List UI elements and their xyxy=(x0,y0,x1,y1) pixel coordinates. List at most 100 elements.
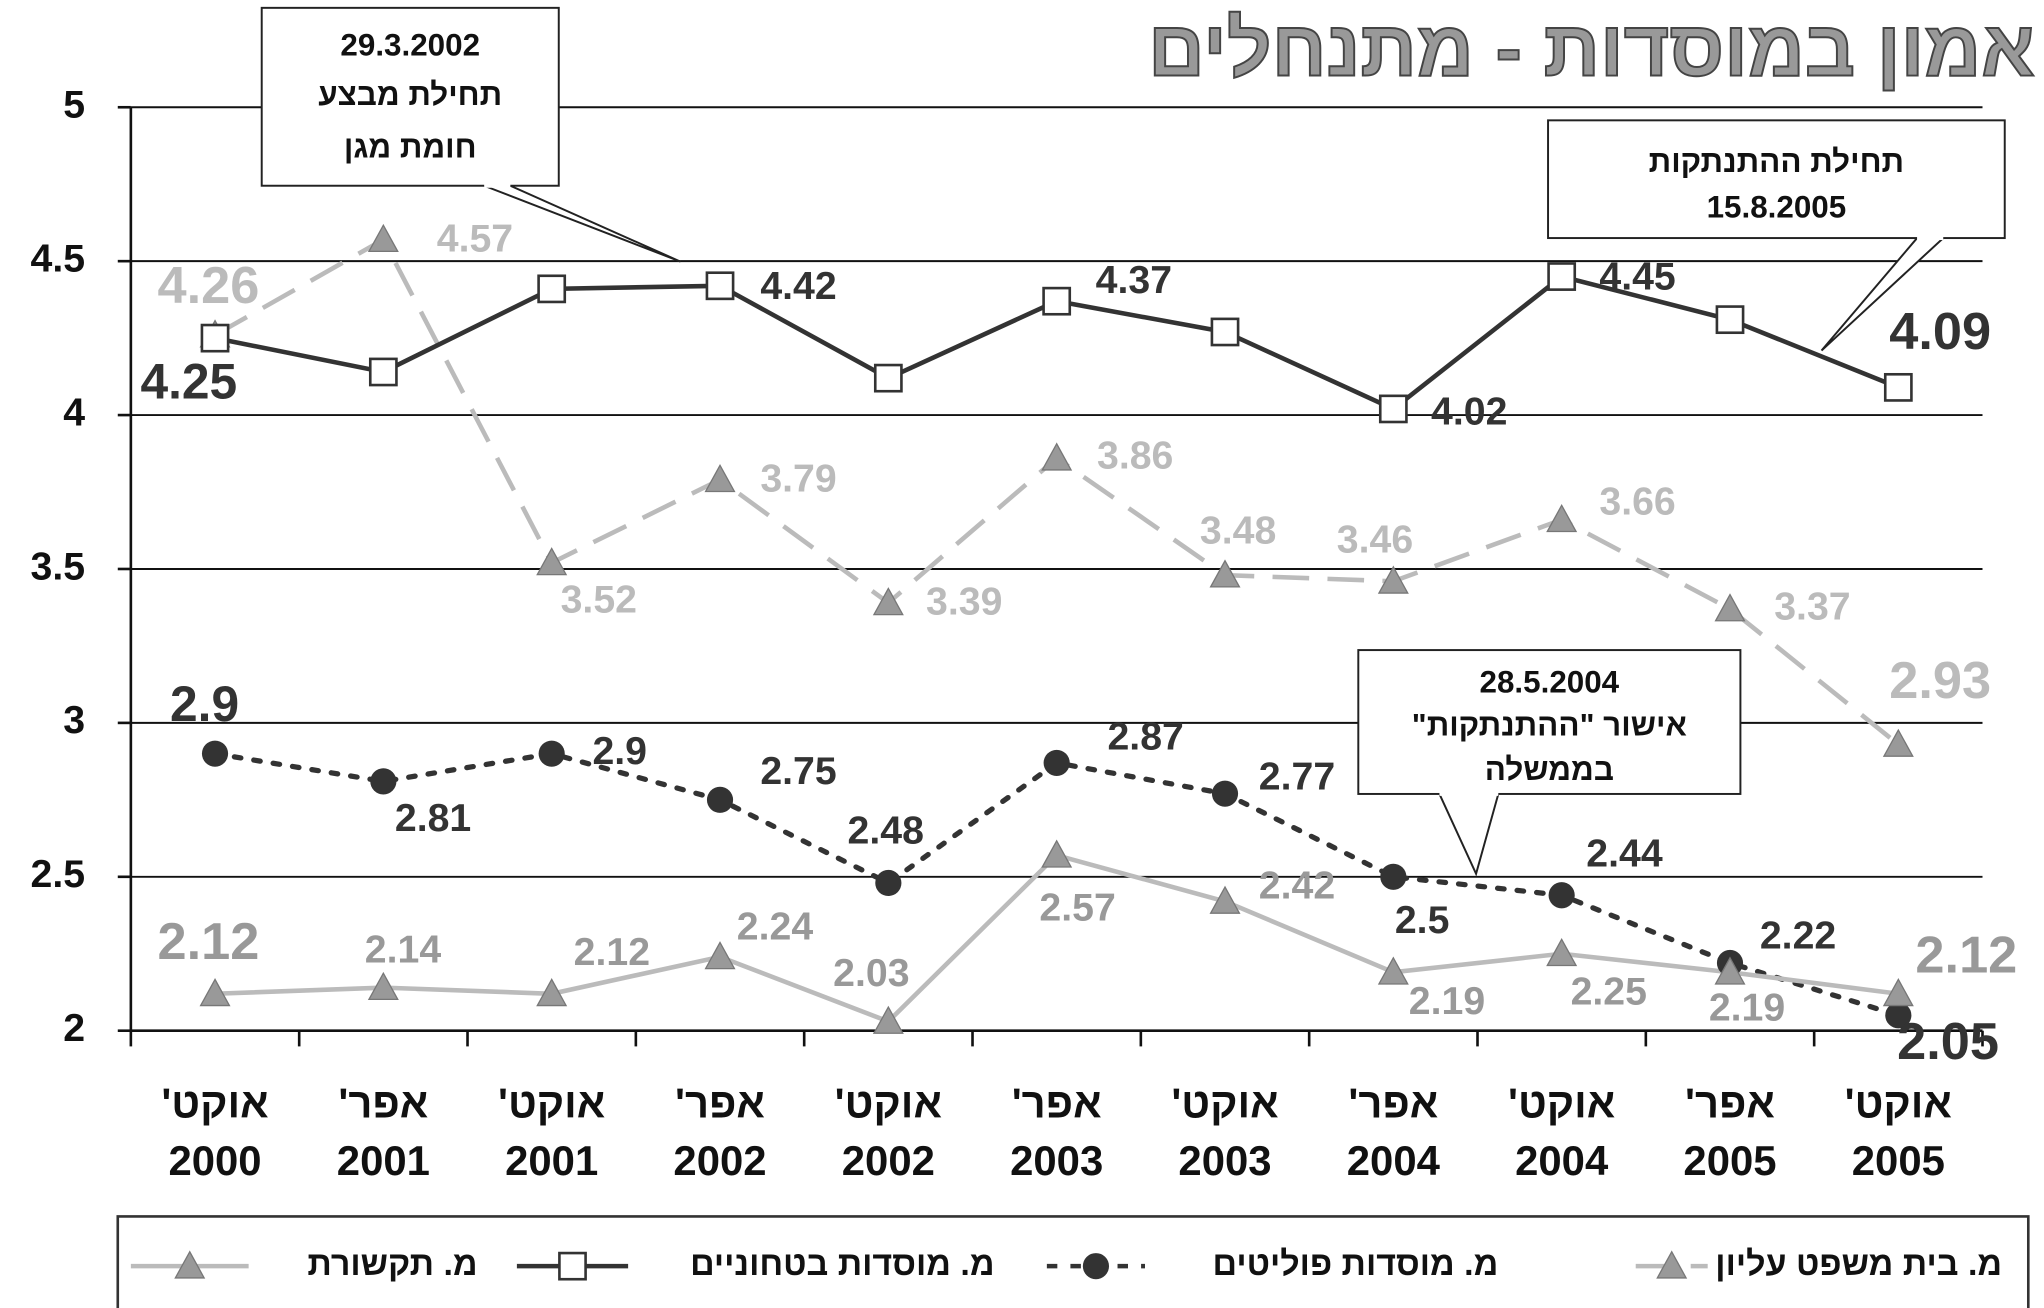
annotation-text: 29.3.2002 xyxy=(340,27,480,62)
x-tick-label: אפר' xyxy=(675,1080,765,1127)
data-label: 4.09 xyxy=(1889,303,1991,361)
data-label: 2.87 xyxy=(1107,715,1183,759)
marker xyxy=(367,223,399,253)
data-label: 4.57 xyxy=(437,216,513,260)
marker xyxy=(1043,749,1070,776)
data-label: 2.44 xyxy=(1586,831,1663,875)
x-tick-label: 2002 xyxy=(673,1137,766,1184)
marker xyxy=(1546,503,1578,533)
marker xyxy=(1210,317,1240,347)
data-label: 2.22 xyxy=(1760,913,1836,957)
y-tick-label: 3.5 xyxy=(30,544,85,588)
data-label: 4.42 xyxy=(760,264,836,308)
marker xyxy=(1885,1002,1912,1029)
data-label: 2.9 xyxy=(170,676,239,732)
marker xyxy=(872,1005,904,1034)
marker xyxy=(1883,372,1913,402)
marker xyxy=(706,786,734,813)
data-label: 4.26 xyxy=(158,257,260,315)
data-label: 2.9 xyxy=(592,729,647,773)
data-label: 2.12 xyxy=(158,913,260,971)
data-label: 2.03 xyxy=(833,951,909,995)
x-tick-label: אפר' xyxy=(1348,1080,1438,1127)
x-tick-label: 2003 xyxy=(1178,1137,1271,1184)
x-tick-label: 2005 xyxy=(1852,1137,1945,1184)
x-tick-label: אפר' xyxy=(338,1080,428,1127)
marker xyxy=(1377,956,1409,985)
legend-label: מ. בית משפט עליון xyxy=(1715,1245,2002,1283)
annotation-pointer xyxy=(1437,792,1500,877)
data-label: 2.12 xyxy=(574,930,650,974)
data-label: 3.46 xyxy=(1337,517,1413,561)
data-label: 2.5 xyxy=(1395,898,1450,942)
data-label: 2.57 xyxy=(1039,886,1115,930)
data-label: 3.79 xyxy=(760,456,836,500)
marker xyxy=(1209,559,1241,588)
annotation-text: חומת מגן xyxy=(344,129,477,164)
marker xyxy=(1882,728,1914,757)
data-label: 2.42 xyxy=(1259,864,1335,908)
data-label: 2.12 xyxy=(1915,926,2017,984)
marker xyxy=(1041,839,1073,868)
data-label: 4.25 xyxy=(140,353,237,409)
data-label: 4.37 xyxy=(1096,258,1172,302)
x-tick-label: אפר' xyxy=(1012,1080,1102,1127)
data-label: 3.52 xyxy=(561,577,637,621)
annotation-text: בממשלה xyxy=(1485,752,1614,787)
marker xyxy=(370,768,397,795)
y-tick-label: 3 xyxy=(63,698,85,742)
x-tick-label: 2005 xyxy=(1683,1137,1776,1184)
x-tick-label: אוקט' xyxy=(498,1080,605,1127)
chart-title: אמון במוסדות - מתנחלים xyxy=(1148,5,2035,93)
annotation-box xyxy=(1357,649,1742,795)
x-tick-label: 2003 xyxy=(1010,1137,1103,1184)
legend-label: מ. תקשורת xyxy=(307,1245,477,1283)
marker xyxy=(873,363,903,393)
data-label: 2.19 xyxy=(1409,979,1485,1023)
data-label: 2.24 xyxy=(737,905,814,949)
marker xyxy=(1042,286,1072,316)
marker xyxy=(1041,442,1073,471)
legend-label: מ. מוסדות פוליטים xyxy=(1213,1245,1499,1283)
data-label: 3.48 xyxy=(1200,509,1276,553)
x-tick-label: אוקט' xyxy=(161,1080,268,1127)
x-tick-label: 2000 xyxy=(168,1137,261,1184)
marker xyxy=(705,271,735,301)
legend-marker xyxy=(1082,1253,1110,1280)
x-tick-label: אוקט' xyxy=(1171,1080,1278,1127)
data-label: 2.77 xyxy=(1259,755,1335,799)
marker xyxy=(1714,593,1746,622)
data-label: 2.05 xyxy=(1897,1013,1999,1071)
marker xyxy=(199,978,231,1007)
legend-label: מ. מוסדות בטחוניים xyxy=(690,1245,994,1283)
marker xyxy=(1380,863,1407,890)
annotation-text: תחילת מבצע xyxy=(318,77,502,112)
y-tick-label: 4.5 xyxy=(30,237,85,281)
marker xyxy=(1211,780,1239,807)
annotation-text: תחילת ההתנתקות xyxy=(1649,144,1904,179)
data-label: 3.39 xyxy=(926,580,1002,624)
legend-marker xyxy=(174,1250,206,1279)
x-tick-label: אוקט' xyxy=(835,1080,942,1127)
marker xyxy=(200,323,230,353)
marker xyxy=(536,547,568,576)
y-tick-label: 4 xyxy=(63,390,85,434)
x-tick-label: 2002 xyxy=(842,1137,935,1184)
y-tick-label: 5 xyxy=(63,83,85,127)
marker xyxy=(1377,565,1409,594)
x-tick-label: אפר' xyxy=(1685,1080,1775,1127)
annotation-box xyxy=(260,6,560,187)
legend-marker xyxy=(558,1251,587,1281)
marker xyxy=(201,740,229,767)
x-tick-label: 2001 xyxy=(505,1137,598,1184)
x-tick-label: אוקט' xyxy=(1508,1080,1615,1127)
x-tick-label: 2004 xyxy=(1347,1137,1441,1184)
marker xyxy=(704,941,736,970)
annotation-text: אישור "ההתנתקות" xyxy=(1412,708,1687,743)
data-label: 3.37 xyxy=(1774,584,1850,628)
marker xyxy=(875,869,902,897)
data-label: 4.45 xyxy=(1599,255,1675,299)
marker xyxy=(1715,305,1745,335)
